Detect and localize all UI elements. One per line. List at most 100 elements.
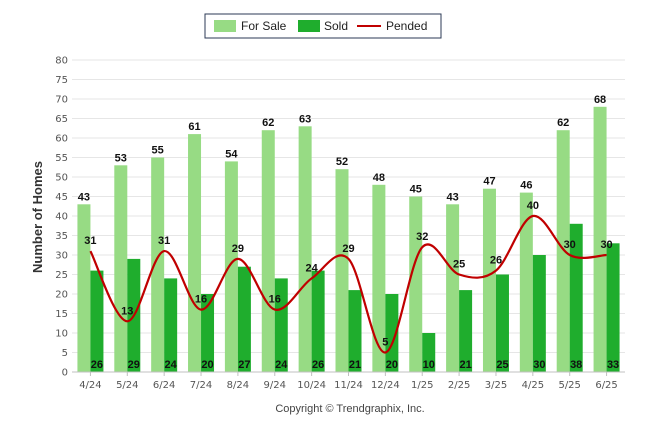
y-tick-label: 50	[55, 173, 68, 184]
bar-for-sale	[409, 196, 423, 372]
data-label-sold: 10	[423, 359, 435, 371]
x-tick-label: 5/25	[558, 380, 580, 391]
data-label-pended: 24	[306, 262, 319, 274]
x-tick-label: 12/24	[371, 380, 400, 391]
data-label-pended: 30	[564, 239, 576, 251]
bar-sold	[422, 333, 436, 372]
data-label-pended: 25	[453, 259, 465, 271]
x-tick-label: 4/25	[522, 380, 544, 391]
bar-for-sale	[298, 126, 312, 372]
bar-sold	[532, 255, 546, 372]
data-labels: 43 26 53 29 55 24 61 20 54 27 62 24 63 26 52 21 48 20 45 10…	[78, 94, 619, 371]
x-tick-label: 5/24	[116, 380, 138, 391]
data-label-for-sale: 68	[594, 94, 606, 106]
y-tick-label: 65	[55, 114, 68, 125]
x-tick-label: 1/25	[411, 380, 433, 391]
data-label-for-sale: 45	[410, 184, 422, 196]
bar-for-sale	[224, 161, 238, 372]
x-tick-label: 11/24	[334, 380, 363, 391]
y-tick-label: 40	[55, 212, 68, 223]
legend-swatch-for-sale	[214, 20, 236, 32]
legend-label-sold: Sold	[324, 19, 348, 33]
bars	[77, 106, 620, 373]
y-axis-ticks: 0 5 10 15 20 25 30 35 40 45 50 55 60 65 70 75 80	[55, 56, 68, 379]
bar-sold	[495, 274, 509, 372]
x-tick-label: 4/24	[79, 380, 101, 391]
legend: For Sale Sold Pended	[204, 13, 442, 39]
data-label-pended: 31	[84, 235, 96, 247]
copyright-credit: Copyright © Trendgraphix, Inc.	[275, 403, 424, 415]
y-tick-label: 60	[55, 134, 68, 145]
x-tick-label: 6/24	[153, 380, 175, 391]
bar-sold	[348, 290, 362, 372]
data-label-sold: 30	[533, 359, 545, 371]
bar-sold	[164, 278, 178, 372]
bar-for-sale	[372, 184, 386, 372]
y-tick-label: 5	[62, 348, 68, 359]
data-label-for-sale: 54	[225, 148, 238, 160]
data-label-sold: 29	[128, 359, 140, 371]
legend-label-pended: Pended	[386, 19, 427, 33]
x-axis-ticks: 4/24 5/24 6/24 7/24 8/24 9/24 10/24 11/24 12/24 1…	[79, 372, 618, 391]
bar-for-sale	[519, 192, 533, 372]
y-tick-label: 45	[55, 192, 68, 203]
data-label-for-sale: 48	[373, 172, 385, 184]
y-tick-label: 20	[55, 290, 68, 301]
y-tick-label: 30	[55, 251, 68, 262]
y-tick-label: 0	[62, 368, 68, 379]
bar-sold	[237, 266, 251, 372]
data-label-for-sale: 46	[520, 180, 532, 192]
legend-swatch-sold	[298, 20, 320, 32]
x-tick-label: 8/24	[227, 380, 249, 391]
data-label-sold: 26	[312, 359, 324, 371]
data-label-for-sale: 62	[262, 117, 274, 129]
bar-for-sale	[114, 165, 128, 372]
y-tick-label: 35	[55, 231, 68, 242]
bar-sold	[90, 270, 104, 372]
data-label-pended: 29	[342, 243, 354, 255]
pended-series-line	[89, 214, 607, 354]
x-tick-label: 7/24	[190, 380, 212, 391]
data-label-sold: 27	[238, 359, 250, 371]
data-label-sold: 20	[201, 359, 213, 371]
bar-for-sale	[556, 130, 570, 372]
x-tick-label: 9/24	[264, 380, 286, 391]
bar-for-sale	[446, 204, 460, 372]
data-label-for-sale: 43	[446, 191, 458, 203]
bar-sold	[569, 223, 583, 372]
data-label-for-sale: 47	[483, 176, 495, 188]
bar-for-sale	[188, 134, 202, 372]
y-tick-label: 25	[55, 270, 68, 281]
data-label-for-sale: 63	[299, 113, 311, 125]
data-label-for-sale: 53	[115, 152, 127, 164]
data-label-sold: 20	[386, 359, 398, 371]
bar-for-sale	[77, 204, 91, 372]
data-label-for-sale: 52	[336, 156, 348, 168]
data-label-sold: 21	[349, 359, 361, 371]
data-label-for-sale: 43	[78, 191, 90, 203]
data-label-pended: 5	[382, 337, 388, 349]
bar-sold	[311, 270, 325, 372]
data-label-sold: 25	[496, 359, 508, 371]
data-label-sold: 24	[165, 359, 178, 371]
bar-sold	[201, 294, 215, 372]
bar-sold	[606, 243, 620, 372]
x-tick-label: 10/24	[297, 380, 326, 391]
x-tick-label: 6/25	[595, 380, 617, 391]
bar-for-sale	[151, 157, 165, 372]
y-tick-label: 15	[55, 309, 68, 320]
bar-for-sale	[335, 169, 349, 372]
x-tick-label: 2/25	[448, 380, 470, 391]
pended-line	[89, 214, 607, 354]
data-label-pended: 40	[527, 200, 539, 212]
bar-sold	[274, 278, 288, 372]
data-label-pended: 13	[121, 305, 133, 317]
x-tick-label: 3/25	[485, 380, 507, 391]
legend-label-for-sale: For Sale	[241, 19, 287, 33]
data-label-sold: 21	[459, 359, 471, 371]
y-tick-label: 80	[55, 56, 68, 67]
data-label-sold: 26	[91, 359, 103, 371]
bar-for-sale	[593, 106, 607, 373]
y-tick-label: 10	[55, 329, 68, 340]
